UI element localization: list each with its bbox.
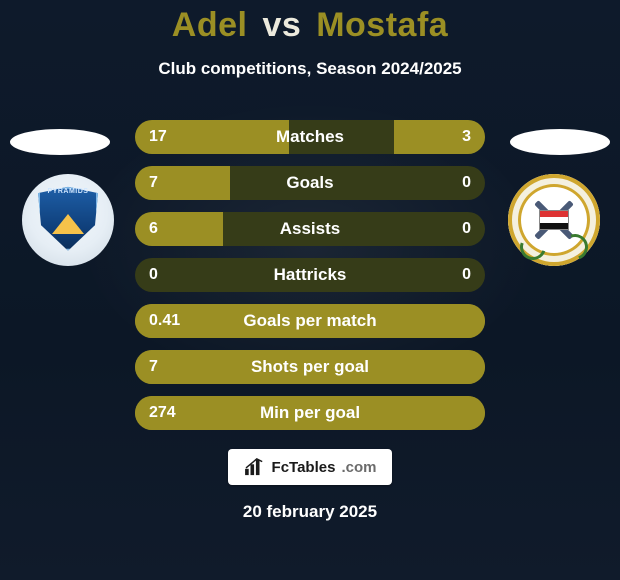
stat-label: Min per goal	[135, 396, 485, 430]
fctables-logo-box: FcTables .com	[228, 449, 392, 485]
badge-text: PYRAMIDS	[22, 188, 114, 195]
stat-value-right: 0	[462, 212, 471, 246]
player1-club-badge: PYRAMIDS	[22, 174, 114, 266]
player1-photo-oval	[10, 129, 110, 155]
stat-label: Assists	[135, 212, 485, 246]
bars-icon	[244, 458, 266, 476]
stat-label: Goals per match	[135, 304, 485, 338]
stat-row-hattricks: 0 Hattricks 0	[135, 258, 485, 292]
egypt-flag-icon	[539, 210, 569, 230]
stat-row-assists: 6 Assists 0	[135, 212, 485, 246]
stat-label: Hattricks	[135, 258, 485, 292]
comparison-title: Adel vs Mostafa	[0, 0, 620, 45]
player1-name: Adel	[172, 6, 248, 44]
stat-label: Matches	[135, 120, 485, 154]
brand-text-1: FcTables	[272, 459, 336, 476]
stat-row-matches: 17 Matches 3	[135, 120, 485, 154]
player2-club-badge	[508, 174, 600, 266]
stat-row-min-per-goal: 274 Min per goal	[135, 396, 485, 430]
pyramid-icon	[52, 214, 84, 234]
stat-row-goals: 7 Goals 0	[135, 166, 485, 200]
subtitle: Club competitions, Season 2024/2025	[0, 59, 620, 79]
stat-label: Goals	[135, 166, 485, 200]
vs-text: vs	[262, 6, 301, 44]
date-text: 20 february 2025	[0, 502, 620, 522]
stat-value-right: 0	[462, 166, 471, 200]
stat-value-right: 3	[462, 120, 471, 154]
stat-value-right: 0	[462, 258, 471, 292]
stats-container: 17 Matches 3 7 Goals 0 6 Assists 0 0 Hat…	[135, 120, 485, 442]
player2-name: Mostafa	[316, 6, 448, 44]
stat-row-shots-per-goal: 7 Shots per goal	[135, 350, 485, 384]
brand-text-2: .com	[341, 459, 376, 476]
player2-photo-oval	[510, 129, 610, 155]
stat-label: Shots per goal	[135, 350, 485, 384]
stat-row-goals-per-match: 0.41 Goals per match	[135, 304, 485, 338]
